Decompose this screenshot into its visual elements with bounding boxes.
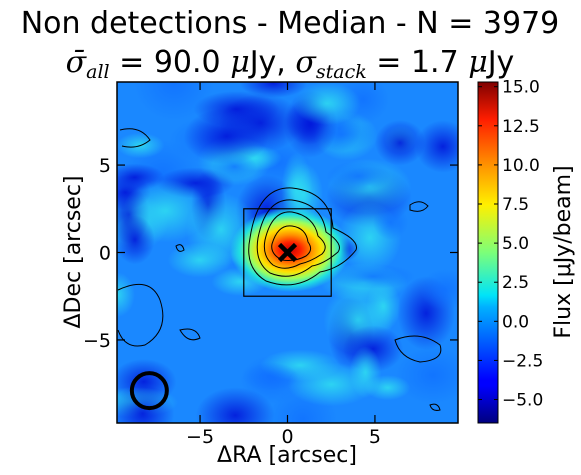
y-axis-label: ΔDec [arcsec] [61, 175, 86, 328]
y-tick-label: 5 [99, 155, 111, 177]
noise-blob [287, 362, 375, 407]
colorbar-tick-label: 5.0 [502, 234, 529, 254]
y-tick-label: −5 [83, 330, 111, 352]
noise-blob [183, 108, 269, 165]
colorbar-tick-label: 2.5 [502, 273, 529, 293]
colorbar-axis: 15.0 12.5 10.0 7.5 5.0 2.5 0.0 −2.5 −5.0 [478, 78, 543, 411]
chart-title-line1: Non detections - Median - N = 3979 [21, 6, 560, 41]
noise-blob [330, 263, 416, 289]
peak-marker-stroke [277, 242, 298, 263]
chart-title-line2: σ̄all = 90.0 μJy, σstack = 1.7 μJy [66, 45, 515, 83]
heatmap-image [117, 82, 458, 423]
x-axis: −5 0 5 [186, 82, 381, 448]
noise-blob [195, 387, 275, 423]
noise-blob [293, 82, 361, 126]
noise-blob [373, 205, 409, 240]
x-tick-label: 5 [369, 426, 381, 448]
colorbar-tick-label: −2.5 [502, 351, 543, 371]
colorbar [477, 81, 499, 424]
colorbar-tick-label: −5.0 [502, 391, 543, 411]
noise-blob [419, 269, 458, 311]
noise-blob [374, 120, 426, 166]
colorbar-tick-label: 10.0 [502, 156, 540, 176]
noise-blob [117, 215, 155, 265]
noise-blob [395, 346, 458, 404]
colorbar-tick-label: 7.5 [502, 195, 529, 215]
x-tick-label: −5 [186, 426, 214, 448]
y-tick-label: 0 [99, 243, 111, 265]
noise-blob [242, 362, 299, 391]
colorbar-tick-label: 0.0 [502, 312, 529, 332]
noise-blob [239, 82, 307, 98]
noise-blob [415, 120, 458, 173]
y-axis: −5 0 5 [83, 155, 458, 352]
x-tick-label: 0 [281, 426, 293, 448]
noise-blob [212, 153, 257, 180]
aperture-box [243, 208, 332, 297]
noise-blob [281, 152, 313, 227]
colorbar-tick-label: 15.0 [502, 78, 540, 98]
noise-blob [325, 160, 391, 192]
noise-blob [117, 272, 135, 318]
x-axis-label: ΔRA [arcsec] [217, 443, 357, 468]
beam-size-circle [129, 371, 169, 411]
source-peak-marker [277, 242, 298, 263]
colorbar-label: Flux [μJy/beam] [551, 165, 576, 338]
noise-blob [133, 82, 215, 121]
colorbar-tick-label: 12.5 [502, 117, 540, 137]
